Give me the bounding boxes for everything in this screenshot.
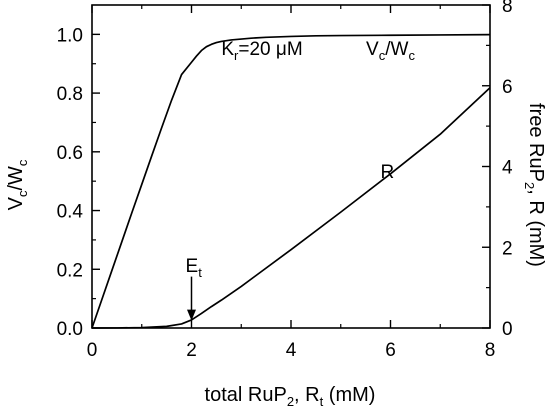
kr-annotation: Kr=20 μM	[221, 39, 302, 63]
y-right-axis-ticks: 0 2 4 6 8	[482, 0, 513, 340]
y-left-tick-label: 0.6	[57, 143, 83, 164]
x-axis-title: total RuP2, Rt (mM)	[205, 384, 376, 409]
y-right-axis-title: free RuP2, R (mM)	[522, 103, 547, 267]
y-right-tick-label: 8	[502, 0, 513, 17]
x-tick-label: 8	[485, 340, 496, 361]
free-rup2-curve	[91, 87, 491, 329]
x-tick-label: 0	[87, 340, 98, 361]
r-annotation: R	[381, 162, 395, 183]
y-left-tick-label: 0.4	[57, 202, 84, 223]
et-arrow-head	[187, 309, 196, 321]
x-tick-label: 6	[385, 340, 396, 361]
x-tick-label: 2	[186, 340, 197, 361]
x-tick-label: 4	[286, 340, 297, 361]
y-left-tick-label: 0.8	[57, 84, 83, 105]
y-right-tick-label: 0	[502, 319, 513, 340]
et-annotation: Et	[186, 256, 203, 280]
series-group	[91, 33, 491, 329]
vc-wc-curve	[91, 33, 491, 329]
y-left-tick-label: 0.2	[57, 260, 83, 281]
y-right-tick-label: 4	[502, 158, 513, 179]
y-right-tick-label: 6	[502, 77, 513, 98]
vc-wc-annotation: Vc/Wc	[366, 39, 415, 63]
annotation-group: Kr=20 μM Vc/Wc R Et	[186, 39, 415, 321]
x-axis-ticks: 0 2 4 6 8	[87, 5, 496, 361]
y-left-axis-title: Vc/Wc	[5, 159, 30, 210]
y-right-tick-label: 2	[502, 238, 513, 259]
y-left-tick-label: 0.0	[57, 319, 83, 340]
y-left-axis-ticks: 0.0 0.2 0.4 0.6 0.8 1.0	[57, 25, 100, 340]
y-left-tick-label: 1.0	[57, 25, 83, 46]
